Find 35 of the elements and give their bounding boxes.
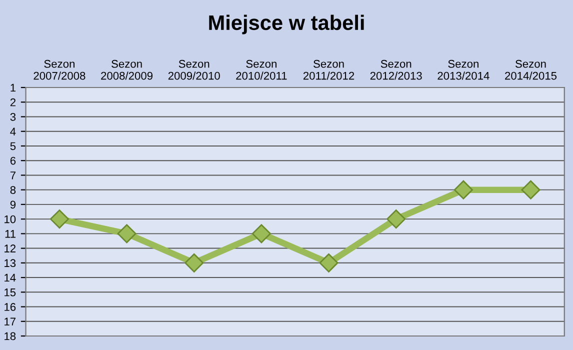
y-tick-label: 17	[4, 318, 16, 326]
y-tick-label: 2	[10, 98, 16, 106]
x-tick-label: Sezon 2011/2012	[303, 60, 354, 80]
y-tick-label: 15	[4, 288, 16, 296]
y-tick-label: 7	[10, 172, 16, 180]
y-tick-label: 3	[10, 113, 16, 121]
x-tick-label: Sezon 2013/2014	[438, 60, 490, 80]
y-tick-label: 16	[4, 303, 16, 311]
y-tick-label: 12	[4, 244, 16, 252]
point	[252, 224, 271, 244]
point	[50, 210, 69, 229]
point	[521, 180, 540, 200]
y-tick-label: 18	[4, 332, 16, 340]
x-tick-label: Sezon 2010/2011	[236, 60, 287, 80]
x-tick-label: Sezon 2009/2010	[168, 60, 220, 80]
point	[117, 224, 136, 244]
y-tick-label: 6	[10, 156, 16, 165]
x-tick-label: Sezon 2007/2008	[34, 60, 86, 80]
y-tick-label: 5	[10, 142, 16, 150]
point	[319, 253, 338, 272]
y-tick-label: 14	[4, 274, 16, 282]
y-tick-label: 11	[5, 230, 16, 238]
x-tick-label: Sezon 2008/2009	[101, 60, 153, 80]
x-tick-label: Sezon 2012/2013	[370, 60, 422, 80]
point	[454, 180, 473, 200]
y-tick-label: 9	[10, 200, 16, 209]
y-tick-label: 1	[10, 84, 16, 92]
y-tick-label: 4	[10, 128, 16, 136]
point	[386, 210, 406, 229]
chart-title: Miejsce w tabeli	[209, 14, 364, 34]
y-tick-label: 8	[10, 186, 16, 194]
x-tick-label: Sezon 2014/2015	[505, 60, 557, 80]
y-tick-label: 10	[4, 215, 16, 224]
point	[184, 253, 204, 272]
y-tick-label: 13	[4, 259, 16, 268]
